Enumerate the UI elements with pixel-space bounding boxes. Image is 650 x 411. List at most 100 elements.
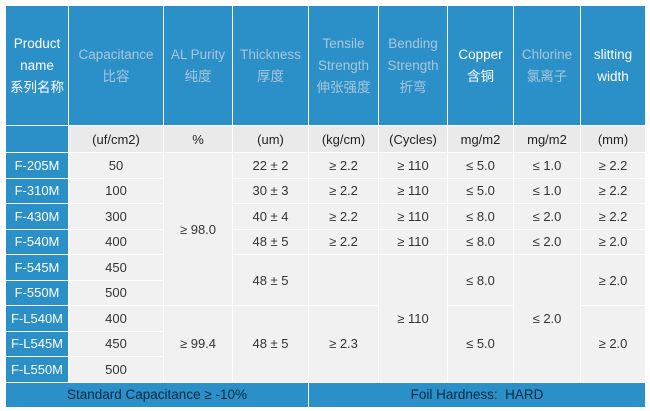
cell: 22 ± 2 <box>232 152 309 179</box>
cell: 100 <box>68 177 164 204</box>
header-cell: Tensile Strength 伸张强度 <box>308 5 379 126</box>
cell: ≥ 2.2 <box>308 228 379 255</box>
header-line: 厚度 <box>257 68 284 84</box>
header-line: Chlorine <box>521 46 573 62</box>
header-cell: Capacitance 比容 <box>68 5 164 126</box>
cell: ≥ 110 <box>378 228 448 255</box>
header-line: 伸张强度 <box>316 79 371 95</box>
cell: 30 ± 3 <box>232 177 309 204</box>
cell: ≥ 2.0 <box>580 305 646 383</box>
header-line: AL Purity <box>170 46 226 62</box>
cell: F-545M <box>5 254 69 281</box>
header-cell: Product name 系列名称 <box>5 5 69 126</box>
header-line: Product <box>13 35 61 51</box>
cell: ≤ 5.0 <box>447 305 514 383</box>
row: F-550M 500 <box>5 279 646 306</box>
cell: ≤ 8.0 <box>447 254 514 306</box>
cell: ≥ 99.4 <box>163 305 233 383</box>
cell: ≤ 8.0 <box>447 203 514 230</box>
header-cell: Copper 含铜 <box>447 5 514 126</box>
header-cell: AL Purity 纯度 <box>163 5 233 126</box>
cell: ≥ 2.0 <box>580 254 646 306</box>
cell: ≤ 1.0 <box>513 152 581 179</box>
header-cell: Bending Strength 折弯 <box>378 5 448 126</box>
cell: 48 ± 5 <box>232 254 309 306</box>
cell: ≥ 2.2 <box>308 203 379 230</box>
header-line: 折弯 <box>399 79 427 95</box>
cell: F-L545M <box>5 330 69 357</box>
cell: F-540M <box>5 228 69 255</box>
row: F-L540M 400 ≥ 99.4 48 ± 5 ≥ 2.3 ≤ 5.0 ≥ … <box>5 305 646 383</box>
header-line: name <box>20 57 54 73</box>
row: F-545M 450 48 ± 5 ≥ 110 ≤ 8.0 ≤ 2.0 ≥ 2.… <box>5 254 646 383</box>
cell: 40 ± 4 <box>232 203 309 230</box>
cell: F-310M <box>5 177 69 204</box>
unit-cell: % <box>163 125 233 153</box>
cell: ≤ 5.0 <box>447 152 514 179</box>
header-cell: Thickness 厚度 <box>232 5 309 126</box>
header-cell: Chlorine 氯离子 <box>513 5 581 126</box>
cell: ≥ 110 <box>378 203 448 230</box>
unit-cell: (Cycles) <box>378 125 448 153</box>
unit-cell: mg/m2 <box>513 125 581 153</box>
header-line: Copper <box>458 46 503 62</box>
footer-row: Standard Capacitance ≥ -10% Foil Hardnes… <box>5 381 646 408</box>
cell: ≤ 5.0 <box>447 177 514 204</box>
header-cell: slitting width <box>580 5 646 126</box>
cell: ≤ 8.0 <box>447 228 514 255</box>
row: F-310M 100 30 ± 3 ≥ 2.2 ≥ 110 ≤ 5.0 ≤ 1.… <box>5 177 646 204</box>
cell: ≥ 110 <box>378 177 448 204</box>
header-line: Tensile <box>322 35 365 51</box>
units-blank <box>5 125 69 153</box>
units-row: (uf/cm2)% (um) (kg/cm) (Cycles) mg/m2 mg/m2 (m… <box>5 125 646 153</box>
blank-cell <box>308 254 379 306</box>
unit-cell: (um) <box>232 125 309 153</box>
cell: ≤ 2.0 <box>513 254 581 383</box>
header-line: 氯离子 <box>526 68 568 84</box>
cell: ≤ 2.0 <box>513 228 581 255</box>
header-row: Product name 系列名称 Capacitance 比容 AL Purity 纯度 T… <box>5 5 646 126</box>
header-line: Capacitance <box>78 46 154 62</box>
footer-note: Standard Capacitance ≥ -10% <box>5 381 309 408</box>
header-line: Bending <box>388 35 438 51</box>
footer-note: Foil Hardness: HARD <box>308 381 646 408</box>
row: F-540M 400 48 ± 5 ≥ 2.2 ≥ 110 ≤ 8.0 ≤ 2.… <box>5 228 646 255</box>
header-line: Thickness <box>240 46 301 62</box>
cell: ≥ 2.2 <box>580 152 646 179</box>
cell: ≥ 98.0 <box>163 152 233 306</box>
cell: 500 <box>68 279 164 306</box>
header-line: 系列名称 <box>10 79 64 95</box>
header-line: 纯度 <box>184 68 212 84</box>
cell: 48 ± 5 <box>232 305 309 383</box>
row: F-430M 300 40 ± 4 ≥ 2.2 ≥ 110 ≤ 8.0 ≤ 2.… <box>5 203 646 230</box>
spec-table: Product name 系列名称 Capacitance 比容 AL Purity 纯度 T… <box>5 5 646 408</box>
row: F-205M 50 ≥ 98.0 22 ± 2 ≥ 2.2 ≥ 110 ≤ 5.… <box>5 152 646 306</box>
cell: ≥ 110 <box>378 152 448 179</box>
cell: 300 <box>68 203 164 230</box>
cell: ≥ 2.3 <box>308 305 379 383</box>
cell: ≤ 1.0 <box>513 177 581 204</box>
cell: 450 <box>68 330 164 357</box>
cell: 48 ± 5 <box>232 228 309 255</box>
cell: ≥ 2.2 <box>308 177 379 204</box>
header-line: width <box>597 68 629 84</box>
cell: 50 <box>68 152 164 179</box>
cell: ≥ 2.2 <box>580 177 646 204</box>
row: F-L545M 450 <box>5 330 646 357</box>
cell: F-L540M <box>5 305 69 332</box>
unit-cell: mg/m2 <box>447 125 514 153</box>
header-line: Strength <box>387 57 439 73</box>
header-line: slitting <box>593 46 633 62</box>
cell: F-550M <box>5 279 69 306</box>
cell: 400 <box>68 228 164 255</box>
cell: ≥ 2.0 <box>580 228 646 255</box>
header-line: Strength <box>317 57 370 73</box>
cell: F-L550M <box>5 356 69 383</box>
unit-cell: (mm) <box>580 125 646 153</box>
cell: ≥ 2.2 <box>308 152 379 179</box>
cell: F-205M <box>5 152 69 179</box>
cell: 400 <box>68 305 164 332</box>
unit-cell: (uf/cm2) <box>68 125 164 153</box>
cell: 500 <box>68 356 164 383</box>
